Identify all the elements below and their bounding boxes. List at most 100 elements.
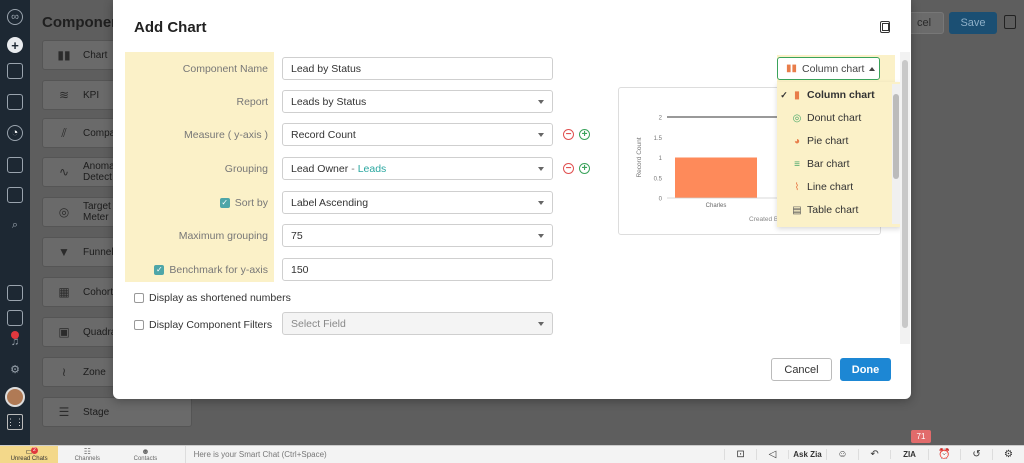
chart-type-option[interactable]: ◎ Donut chart bbox=[777, 107, 889, 129]
shortened-numbers-checkbox[interactable] bbox=[134, 293, 144, 303]
component-item-label: Target Meter bbox=[83, 201, 111, 223]
label-column: Component Name Report Measure ( y-axis )… bbox=[125, 52, 274, 282]
tab-channels[interactable]: ☷ Channels bbox=[58, 446, 116, 463]
check-icon: ✓ bbox=[780, 89, 788, 100]
notes-icon[interactable] bbox=[7, 157, 23, 173]
grouping-add-remove: − + bbox=[563, 163, 591, 175]
kpi-icon: ≋ bbox=[58, 88, 70, 102]
chart-type-label: Column chart bbox=[802, 62, 865, 75]
remove-measure-icon[interactable]: − bbox=[563, 129, 574, 140]
copy-icon[interactable] bbox=[1004, 15, 1016, 29]
cancel-button[interactable]: Cancel bbox=[771, 358, 832, 381]
benchmark-input[interactable]: 150 bbox=[282, 258, 553, 281]
add-chart-modal: Add Chart Component Name Report Measure … bbox=[113, 0, 911, 399]
chart-type-option[interactable]: ◕ Pie chart bbox=[777, 130, 889, 152]
history-icon[interactable]: ↺ bbox=[960, 449, 992, 460]
chart-type-option[interactable]: ⌇ Line chart bbox=[777, 176, 889, 198]
undo-icon[interactable]: ↶ bbox=[858, 449, 890, 460]
add-grouping-icon[interactable]: + bbox=[579, 163, 590, 174]
megaphone-icon[interactable]: ◁ bbox=[756, 449, 788, 460]
component-name-input[interactable]: Lead by Status bbox=[282, 57, 553, 80]
column-chart-icon: ▮▮ bbox=[786, 63, 798, 74]
bar-chart-icon: ▮▮ bbox=[57, 48, 71, 62]
background-save-button[interactable]: Save bbox=[949, 12, 997, 34]
screen-icon[interactable]: ⊡ bbox=[724, 449, 756, 460]
store-icon[interactable] bbox=[7, 187, 23, 203]
alarm-icon[interactable]: ⏰ bbox=[928, 449, 960, 460]
tab-unread-chats[interactable]: ▭ 2 Unread Chats bbox=[0, 445, 59, 463]
sort-by-checkbox[interactable]: ✓ bbox=[219, 197, 230, 208]
select-field-dropdown[interactable]: Select Field bbox=[282, 312, 553, 335]
remove-grouping-icon[interactable]: − bbox=[563, 163, 574, 174]
comparator-icon: ⫽ bbox=[61, 125, 67, 140]
bell-icon[interactable]: ♫ bbox=[10, 336, 20, 348]
shortened-numbers-option[interactable]: Display as shortened numbers bbox=[134, 292, 291, 304]
component-item-label: Chart bbox=[83, 49, 108, 61]
component-filters-checkbox[interactable] bbox=[134, 320, 144, 330]
shortened-numbers-label: Display as shortened numbers bbox=[149, 292, 291, 304]
search-icon[interactable]: ⌕ bbox=[11, 218, 19, 231]
dropdown-scrollbar[interactable] bbox=[892, 84, 900, 224]
sort-by-select[interactable]: Label Ascending bbox=[282, 191, 553, 214]
y-tick-label: 0 bbox=[659, 197, 663, 203]
measure-select[interactable]: Record Count bbox=[282, 123, 553, 146]
settings-icon[interactable]: ⚙ bbox=[992, 449, 1024, 460]
chart-type-option[interactable]: ≡ Bar chart bbox=[777, 153, 889, 175]
done-button[interactable]: Done bbox=[840, 358, 891, 381]
component-item-label: Stage bbox=[83, 406, 110, 418]
funnel-icon: ▼ bbox=[58, 245, 70, 259]
zia-button[interactable]: ZIA bbox=[890, 450, 928, 459]
benchmark-checkbox[interactable]: ✓ bbox=[154, 264, 165, 275]
grouping-select[interactable]: Lead Owner - Leads bbox=[282, 157, 553, 180]
chart-type-option-label: Donut chart bbox=[807, 112, 862, 124]
export-icon[interactable] bbox=[7, 285, 23, 301]
logo-icon[interactable]: ∞ bbox=[7, 9, 23, 25]
clock-icon[interactable]: ◔ bbox=[7, 125, 23, 141]
chart-type-button[interactable]: ▮▮ Column chart bbox=[777, 57, 880, 80]
maximum-grouping-select[interactable]: 75 bbox=[282, 224, 553, 247]
background-cancel-button[interactable]: cel bbox=[904, 12, 944, 34]
bottom-right-tools: ⊡ ◁ Ask Zia ☺ ↶ ZIA ⏰ ↺ ⚙ bbox=[724, 446, 1024, 463]
label-benchmark: ✓ Benchmark for y-axis bbox=[154, 263, 268, 276]
grouping-module: Leads bbox=[357, 162, 387, 175]
modal-scrollbar[interactable] bbox=[900, 52, 910, 344]
chart-type-dropdown: ✓ ▮ Column chart ◎ Donut chart ◕ Pie chart ≡ Bar… bbox=[777, 82, 901, 227]
chat-icon: ▭ bbox=[25, 446, 33, 456]
folder-icon[interactable] bbox=[7, 63, 23, 79]
apps-grid-icon[interactable]: ⋮⋮ bbox=[6, 414, 24, 430]
line-chart-icon: ⌇ bbox=[794, 181, 800, 193]
duplicate-icon[interactable] bbox=[880, 21, 890, 33]
y-tick-label: 1.5 bbox=[654, 136, 663, 142]
smart-chat-input[interactable]: Here is your Smart Chat (Ctrl+Space) bbox=[184, 445, 724, 463]
quadrant-icon: ▣ bbox=[58, 325, 70, 339]
label-sort-by: ✓ Sort by bbox=[219, 196, 268, 209]
feedback-icon[interactable]: ☺ bbox=[826, 449, 858, 460]
add-icon[interactable]: + bbox=[7, 37, 23, 53]
ask-zia-button[interactable]: Ask Zia bbox=[788, 450, 826, 459]
component-filters-option[interactable]: Display Component Filters bbox=[134, 319, 272, 331]
x-tick-label: Charles bbox=[706, 203, 727, 209]
stage-icon: ☰ bbox=[58, 405, 70, 419]
target-icon: ◎ bbox=[58, 205, 70, 219]
report-select[interactable]: Leads by Status bbox=[282, 90, 553, 113]
chart-type-option[interactable]: ✓ ▮ Column chart bbox=[777, 84, 889, 106]
contacts-icon: ☻ bbox=[141, 446, 150, 456]
avatar[interactable] bbox=[5, 387, 25, 407]
component-item[interactable]: ☰ Stage bbox=[42, 397, 192, 427]
chart-type-option-label: Bar chart bbox=[807, 158, 850, 170]
chart-type-option[interactable]: ▤ Table chart bbox=[777, 199, 889, 221]
contacts-label: Contacts bbox=[133, 455, 158, 462]
media-icon[interactable] bbox=[7, 310, 23, 326]
bottom-bar: ▭ 2 Unread Chats ☷ Channels ☻ Contacts H… bbox=[0, 445, 1024, 463]
left-nav: ∞ + ◔ ⌕ ♫ ⚙ ⋮⋮ bbox=[0, 0, 30, 445]
chart-type-option-label: Pie chart bbox=[807, 135, 849, 147]
component-item-label: Anoma Detect bbox=[83, 161, 115, 183]
analytics-icon[interactable] bbox=[7, 94, 23, 110]
tab-contacts[interactable]: ☻ Contacts bbox=[116, 446, 174, 463]
cohort-icon: ▦ bbox=[58, 285, 70, 299]
y-tick-label: 0.5 bbox=[654, 176, 663, 182]
gear-icon[interactable]: ⚙ bbox=[10, 363, 20, 376]
component-item-label: Cohort bbox=[83, 286, 114, 298]
add-measure-icon[interactable]: + bbox=[579, 129, 590, 140]
notification-count[interactable]: 71 bbox=[911, 430, 931, 443]
